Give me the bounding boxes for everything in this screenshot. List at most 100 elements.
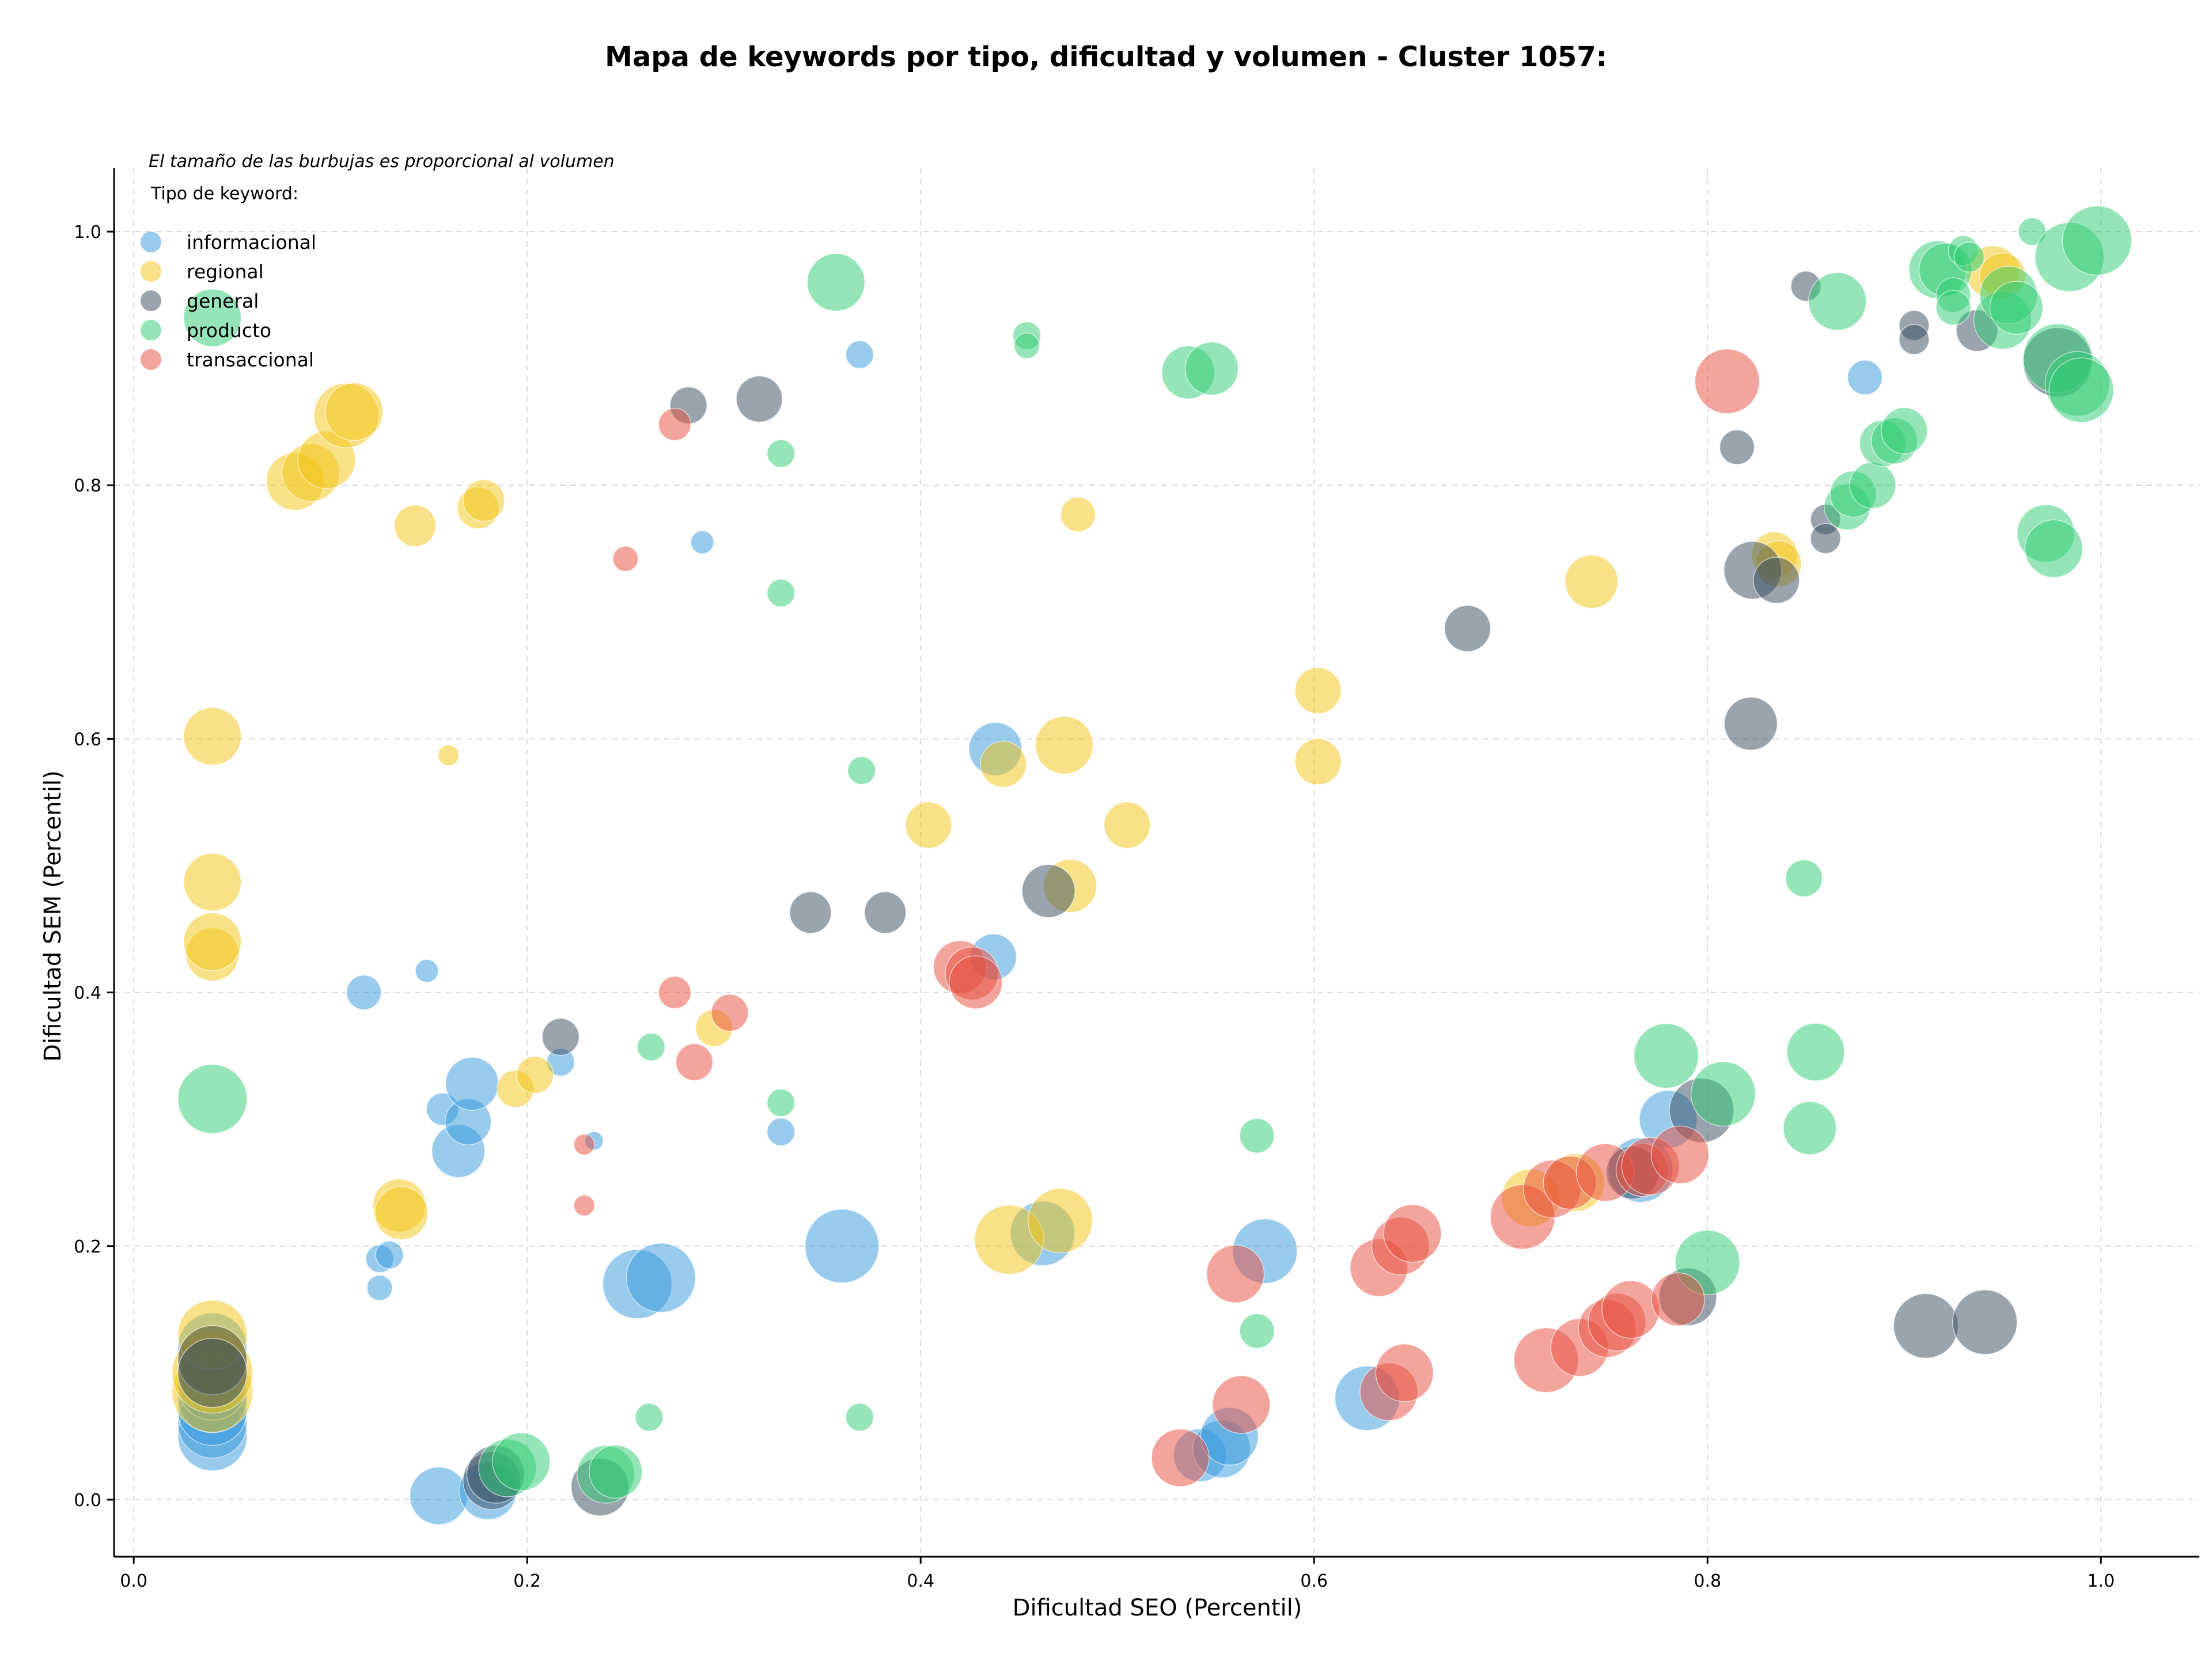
legend-item-producto: producto (141, 319, 271, 342)
y-tick-label: 0.0 (74, 1490, 101, 1511)
legend-label: regional (187, 260, 264, 283)
producto-point (1633, 1023, 1699, 1089)
producto-point (2048, 357, 2114, 423)
producto-point (1880, 407, 1928, 455)
x-axis-label: Dificultad SEO (Percentil) (1013, 1595, 1302, 1621)
x-tick-label: 1.0 (2087, 1571, 2115, 1591)
series-transaccional (573, 349, 1760, 1488)
regional-point (374, 1186, 429, 1240)
producto-point (635, 1403, 664, 1432)
regional-point (1104, 801, 1151, 849)
legend-label: transaccional (187, 349, 314, 371)
legend: Tipo de keyword: informacional regional ge… (141, 184, 316, 371)
informacional-point (1847, 360, 1883, 395)
general-point (1724, 697, 1778, 751)
producto-point (1785, 859, 1823, 898)
legend-item-informacional: informacional (141, 231, 316, 253)
informacional-point (690, 530, 714, 555)
x-tick-label: 0.4 (907, 1571, 934, 1591)
regional-point (516, 1055, 554, 1094)
chart-title: Mapa de keywords por tipo, dificultad y … (605, 41, 1607, 73)
general-point (789, 891, 832, 934)
x-tick-label: 0.0 (120, 1571, 147, 1591)
transaccional-point (1651, 1272, 1705, 1326)
regional-point (324, 382, 384, 441)
producto-point (1849, 461, 1896, 509)
producto-point (1239, 1118, 1275, 1154)
y-tick-label: 0.8 (74, 476, 101, 496)
producto-point (1239, 1313, 1275, 1349)
transaccional-point (1212, 1375, 1271, 1434)
data-points (172, 205, 2133, 1526)
y-tick-label: 0.6 (74, 729, 101, 750)
regional-point (1035, 716, 1094, 775)
producto-point (1989, 281, 2044, 335)
informacional-point (346, 974, 382, 1011)
legend-marker (141, 232, 161, 252)
regional-point (1294, 667, 1342, 714)
transaccional-point (573, 1194, 595, 1217)
informacional-point (366, 1274, 393, 1301)
producto-point (589, 1444, 643, 1499)
legend-label: general (187, 290, 259, 312)
general-point (1810, 523, 1841, 554)
transaccional-point (573, 1133, 595, 1156)
legend-marker (141, 261, 161, 282)
legend-item-transaccional: transaccional (141, 349, 314, 371)
transaccional-point (949, 955, 1003, 1009)
producto-point (2024, 519, 2084, 578)
transaccional-point (658, 975, 692, 1009)
series-regional (172, 245, 2027, 1433)
legend-marker (141, 290, 161, 311)
regional-point (437, 744, 460, 766)
general-point (736, 375, 783, 423)
informacional-point (626, 1243, 696, 1313)
axes: 0.0 0.2 0.4 0.6 0.8 1.0 0.0 0.2 0.4 0.6 0.8 1.0 (74, 168, 2199, 1591)
producto-point (1783, 1101, 1837, 1155)
y-axis-label: Dificultad SEM (Percentil) (40, 770, 66, 1062)
informacional-point (845, 340, 874, 369)
y-tick-label: 0.2 (74, 1237, 101, 1257)
producto-point (1808, 272, 1867, 331)
general-point (541, 1017, 579, 1056)
transaccional-point (1151, 1428, 1210, 1488)
legend-title: Tipo de keyword: (150, 184, 298, 204)
general-point (1952, 1289, 2018, 1355)
legend-marker (141, 349, 161, 370)
general-point (1893, 1293, 1959, 1359)
producto-point (637, 1032, 666, 1061)
producto-point (1936, 290, 1971, 326)
regional-point (979, 740, 1027, 788)
transaccional-point (711, 994, 749, 1032)
general-point (1021, 864, 1075, 918)
transaccional-point (675, 1043, 714, 1081)
producto-point (1013, 332, 1040, 359)
y-tick-label: 1.0 (74, 222, 101, 243)
informacional-point (409, 1466, 468, 1526)
regional-point (183, 707, 242, 766)
producto-point (1184, 341, 1239, 396)
grid (114, 168, 2199, 1557)
producto-point (1690, 1061, 1756, 1127)
producto-point (845, 1403, 874, 1432)
x-tick-label: 0.8 (1694, 1571, 1721, 1591)
informacional-point (415, 959, 439, 983)
producto-point (492, 1432, 551, 1491)
producto-point (177, 1064, 248, 1134)
regional-point (1027, 1188, 1093, 1254)
producto-point (1786, 1023, 1845, 1081)
producto-point (806, 253, 866, 312)
informacional-point (445, 1057, 499, 1111)
legend-marker (141, 320, 161, 340)
x-tick-label: 0.6 (1300, 1571, 1328, 1591)
regional-point (463, 479, 505, 522)
regional-point (1294, 738, 1342, 785)
legend-item-regional: regional (141, 260, 264, 283)
general-point (863, 891, 907, 934)
legend-label: producto (187, 319, 271, 342)
general-point (1719, 429, 1755, 465)
transaccional-point (1206, 1244, 1265, 1303)
regional-point (1060, 497, 1096, 532)
transaccional-point (1383, 1204, 1442, 1263)
